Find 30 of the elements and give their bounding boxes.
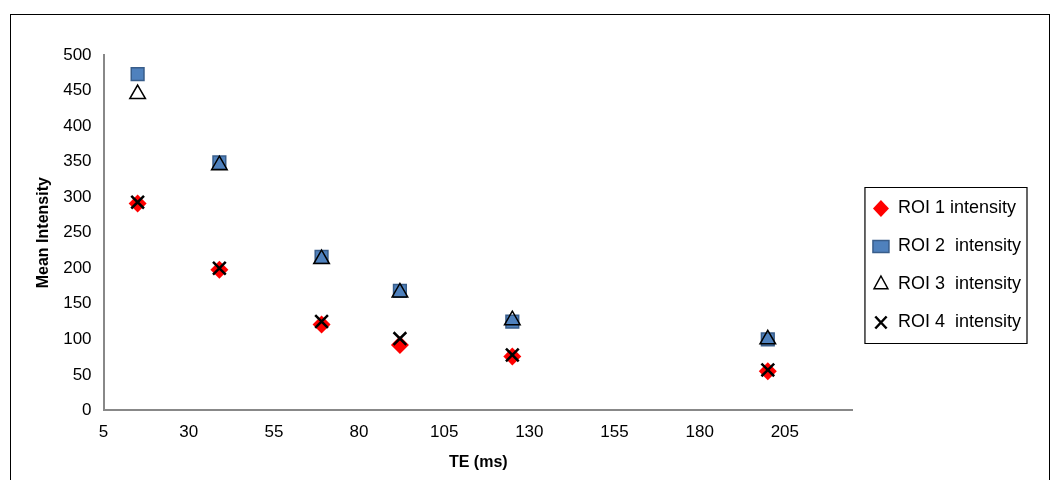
y-tick-label: 0 (82, 400, 92, 420)
y-tick-label: 250 (63, 222, 92, 242)
x-tick-label: 55 (264, 422, 284, 442)
y-tick-label: 100 (63, 329, 92, 349)
x-tick-label: 130 (515, 422, 544, 442)
legend-label: ROI 1 intensity (897, 197, 1016, 218)
x-tick-label: 80 (349, 422, 369, 442)
legend-label: ROI 2 intensity (897, 235, 1021, 256)
y-tick-label: 500 (63, 44, 92, 64)
legend-label: ROI 4 intensity (897, 311, 1021, 332)
y-tick-label: 400 (63, 115, 92, 135)
y-tick-label: 50 (72, 364, 92, 384)
y-tick-label: 450 (63, 80, 92, 100)
x-tick-label: 5 (98, 422, 109, 442)
y-tick-label: 200 (63, 257, 92, 277)
x-tick-label: 155 (600, 422, 629, 442)
y-tick-label: 350 (63, 151, 92, 171)
x-tick-label: 30 (179, 422, 199, 442)
y-axis-title: Mean Intensity (34, 177, 52, 289)
point (130, 67, 145, 82)
point (392, 331, 408, 347)
point (129, 84, 147, 100)
legend-label: ROI 3 intensity (897, 273, 1021, 294)
x-tick-label: 180 (685, 422, 714, 442)
x-tick-label: 105 (430, 422, 459, 442)
x-axis-title: TE (ms) (448, 452, 508, 470)
point (313, 313, 330, 330)
x-tick-label: 205 (770, 422, 800, 442)
y-tick-label: 150 (63, 293, 92, 313)
y-tick-label: 300 (63, 186, 92, 206)
